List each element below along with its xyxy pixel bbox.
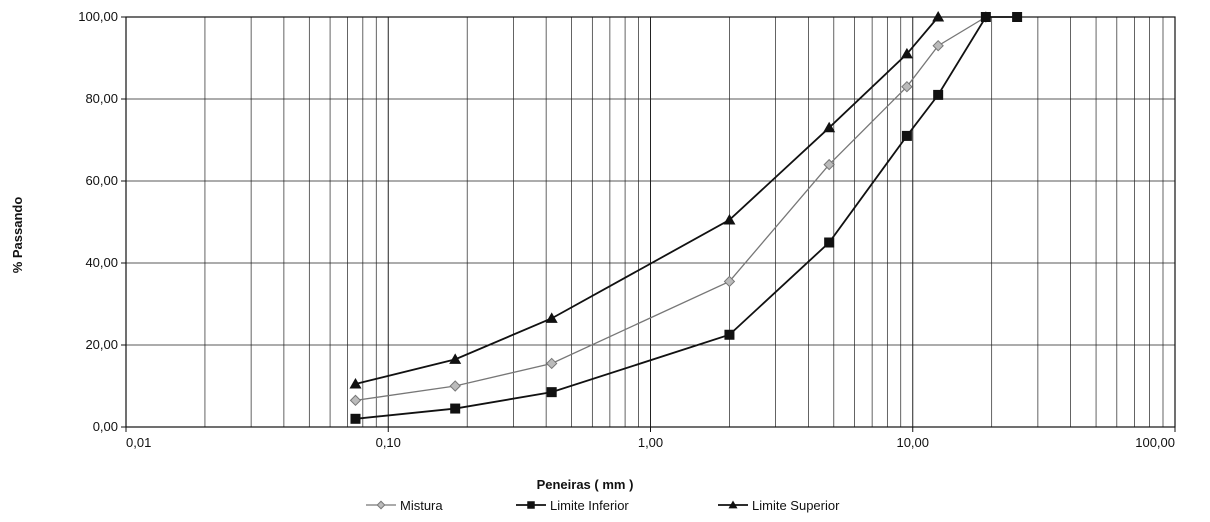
x-axis-title: Peneiras ( mm )	[537, 477, 634, 492]
data-point-mistura	[823, 158, 835, 171]
y-axis-title: % Passando	[10, 197, 25, 274]
x-tick-label: 10,00	[896, 435, 929, 450]
x-tick-label: 0,01	[126, 435, 151, 450]
legend-marker-limite-inferior	[527, 501, 535, 509]
data-point-mistura	[545, 357, 558, 370]
data-point-limite-superior	[349, 377, 362, 389]
data-point-limite-superior	[545, 312, 558, 323]
y-tick-label: 100,00	[78, 9, 118, 24]
data-point-limite-superior	[823, 121, 836, 133]
data-point-limite-superior	[723, 213, 736, 225]
legend-marker-limite-superior	[728, 500, 738, 509]
data-point-limite-inferior	[980, 12, 991, 22]
x-tick-label: 1,00	[638, 435, 663, 450]
data-point-limite-inferior	[933, 89, 944, 100]
data-point-limite-inferior	[724, 329, 735, 340]
legend-item-mistura: Mistura	[366, 498, 443, 513]
legend-item-limite-superior: Limite Superior	[718, 498, 840, 513]
series-layer	[349, 11, 1023, 424]
legend-label-mistura: Mistura	[400, 498, 443, 513]
series-limite-superior	[349, 11, 945, 389]
y-axis-ticks: 0,00 20,00 40,00 60,00 80,00 100,00	[78, 9, 126, 434]
x-axis-ticks: 0,01 0,10 1,00 10,00 100,00	[125, 427, 1176, 450]
data-point-mistura	[901, 80, 913, 93]
data-point-limite-inferior	[546, 387, 557, 398]
x-tick-label: 100,00	[1135, 435, 1175, 450]
data-point-limite-superior	[449, 353, 462, 364]
series-line-mistura	[355, 16, 987, 401]
data-point-limite-superior	[900, 47, 913, 59]
data-point-limite-inferior	[1012, 12, 1023, 22]
y-tick-label: 80,00	[85, 91, 118, 106]
x-tick-label: 0,10	[376, 435, 401, 450]
legend-marker-mistura	[376, 500, 386, 510]
grid	[126, 17, 1175, 427]
series-mistura	[349, 11, 992, 407]
y-tick-label: 60,00	[85, 173, 118, 188]
data-point-limite-inferior	[901, 130, 912, 141]
data-point-mistura	[349, 394, 362, 407]
data-point-limite-superior	[932, 11, 945, 22]
data-point-mistura	[723, 275, 736, 288]
legend-label-limite-superior: Limite Superior	[752, 498, 840, 513]
legend-item-limite-inferior: Limite Inferior	[516, 498, 629, 513]
data-point-mistura	[932, 39, 944, 52]
data-point-limite-inferior	[350, 413, 361, 424]
legend: Mistura Limite Inferior Limite Superior	[366, 498, 840, 513]
y-tick-label: 40,00	[85, 255, 118, 270]
series-limite-inferior	[350, 12, 1023, 424]
data-point-limite-inferior	[450, 403, 461, 414]
data-point-limite-inferior	[824, 237, 835, 248]
legend-label-limite-inferior: Limite Inferior	[550, 498, 629, 513]
series-line-limite-superior	[355, 16, 939, 385]
y-tick-label: 0,00	[93, 419, 118, 434]
y-tick-label: 20,00	[85, 337, 118, 352]
data-point-mistura	[449, 380, 461, 392]
